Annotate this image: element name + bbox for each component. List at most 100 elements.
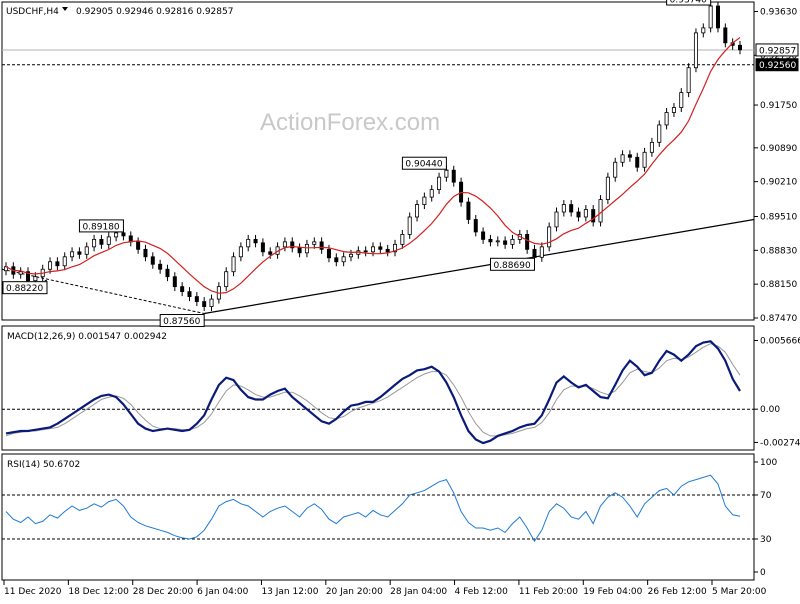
candle[interactable] — [297, 243, 302, 258]
candle[interactable] — [422, 192, 427, 210]
candle[interactable] — [363, 246, 368, 257]
candle[interactable] — [569, 200, 574, 217]
uptrend-line — [204, 218, 755, 315]
candle[interactable] — [77, 247, 82, 259]
annotation-box — [159, 314, 205, 328]
candle[interactable] — [224, 267, 229, 292]
candle[interactable] — [194, 292, 199, 307]
dropdown-triangle-icon[interactable] — [62, 7, 68, 11]
candle[interactable] — [495, 236, 500, 247]
candle[interactable] — [407, 212, 412, 239]
candle[interactable] — [466, 197, 471, 224]
candle-body — [319, 241, 324, 250]
candle[interactable] — [473, 214, 478, 237]
candle[interactable] — [385, 244, 390, 257]
candle[interactable] — [238, 242, 243, 262]
price-panel[interactable] — [1, 1, 755, 321]
candle[interactable] — [253, 234, 258, 248]
candle[interactable] — [415, 200, 420, 222]
current-price-label: 0.92857 — [755, 43, 799, 57]
candle[interactable] — [18, 267, 23, 279]
candle[interactable] — [209, 294, 214, 312]
candle[interactable] — [642, 147, 647, 172]
candle[interactable] — [613, 157, 618, 182]
candle[interactable] — [510, 234, 515, 249]
candle[interactable] — [437, 172, 442, 195]
candle[interactable] — [348, 249, 353, 262]
candle[interactable] — [664, 108, 669, 130]
candle-body — [297, 247, 302, 254]
candle[interactable] — [591, 205, 596, 227]
candle[interactable] — [282, 237, 287, 252]
candle[interactable] — [679, 88, 684, 112]
candle-body — [488, 238, 493, 243]
candle[interactable] — [686, 63, 691, 98]
candle[interactable] — [290, 237, 295, 253]
candle[interactable] — [180, 282, 185, 297]
candle[interactable] — [48, 257, 53, 274]
candle[interactable] — [334, 253, 339, 267]
candle[interactable] — [715, 1, 720, 33]
candle[interactable] — [576, 207, 581, 222]
candle[interactable] — [620, 150, 625, 167]
candle[interactable] — [136, 237, 141, 254]
candle[interactable] — [605, 172, 610, 205]
candle[interactable] — [304, 239, 309, 258]
candle[interactable] — [598, 195, 603, 227]
candle[interactable] — [738, 40, 743, 55]
candle[interactable] — [55, 257, 60, 271]
candle[interactable] — [158, 259, 163, 274]
candle[interactable] — [701, 23, 706, 38]
x-tick-label: 19 Feb 04:00 — [583, 587, 642, 597]
candle[interactable] — [378, 242, 383, 254]
candle-body — [268, 251, 273, 255]
candle[interactable] — [62, 252, 67, 271]
candle[interactable] — [99, 234, 104, 249]
candle[interactable] — [400, 229, 405, 249]
candle[interactable] — [693, 28, 698, 73]
candle[interactable] — [393, 239, 398, 257]
candle[interactable] — [488, 234, 493, 247]
candle[interactable] — [708, 1, 713, 33]
candle[interactable] — [671, 103, 676, 117]
candle[interactable] — [583, 205, 588, 222]
candle[interactable] — [312, 237, 317, 249]
candle[interactable] — [554, 207, 559, 232]
rsi-panel[interactable] — [1, 453, 755, 581]
candle[interactable] — [547, 222, 552, 252]
candle[interactable] — [92, 234, 97, 252]
candle[interactable] — [187, 287, 192, 302]
candle[interactable] — [246, 234, 251, 252]
candle[interactable] — [635, 152, 640, 172]
candle[interactable] — [260, 238, 265, 257]
annotation-label: 0.90440 — [405, 160, 442, 170]
candle[interactable] — [649, 137, 654, 157]
candle[interactable] — [451, 165, 456, 187]
candle[interactable] — [70, 247, 75, 262]
candle[interactable] — [202, 297, 207, 312]
candle[interactable] — [341, 252, 346, 267]
candle[interactable] — [172, 272, 177, 292]
candle-body — [209, 298, 214, 307]
candle[interactable] — [723, 23, 728, 48]
candle[interactable] — [481, 227, 486, 244]
candle[interactable] — [319, 237, 324, 254]
candle[interactable] — [165, 264, 170, 282]
candle[interactable] — [627, 150, 632, 162]
candle-body — [253, 238, 258, 244]
candle[interactable] — [657, 120, 662, 147]
candle[interactable] — [525, 229, 530, 254]
macd-panel[interactable] — [1, 325, 755, 451]
candle[interactable] — [429, 185, 434, 202]
candle[interactable] — [150, 252, 155, 269]
candle[interactable] — [106, 232, 111, 249]
candle[interactable] — [539, 242, 544, 262]
candle[interactable] — [503, 236, 508, 249]
candle[interactable] — [561, 200, 566, 217]
candle[interactable] — [143, 244, 148, 262]
candle[interactable] — [84, 242, 89, 259]
candle[interactable] — [231, 252, 236, 277]
candle-body — [180, 286, 185, 293]
